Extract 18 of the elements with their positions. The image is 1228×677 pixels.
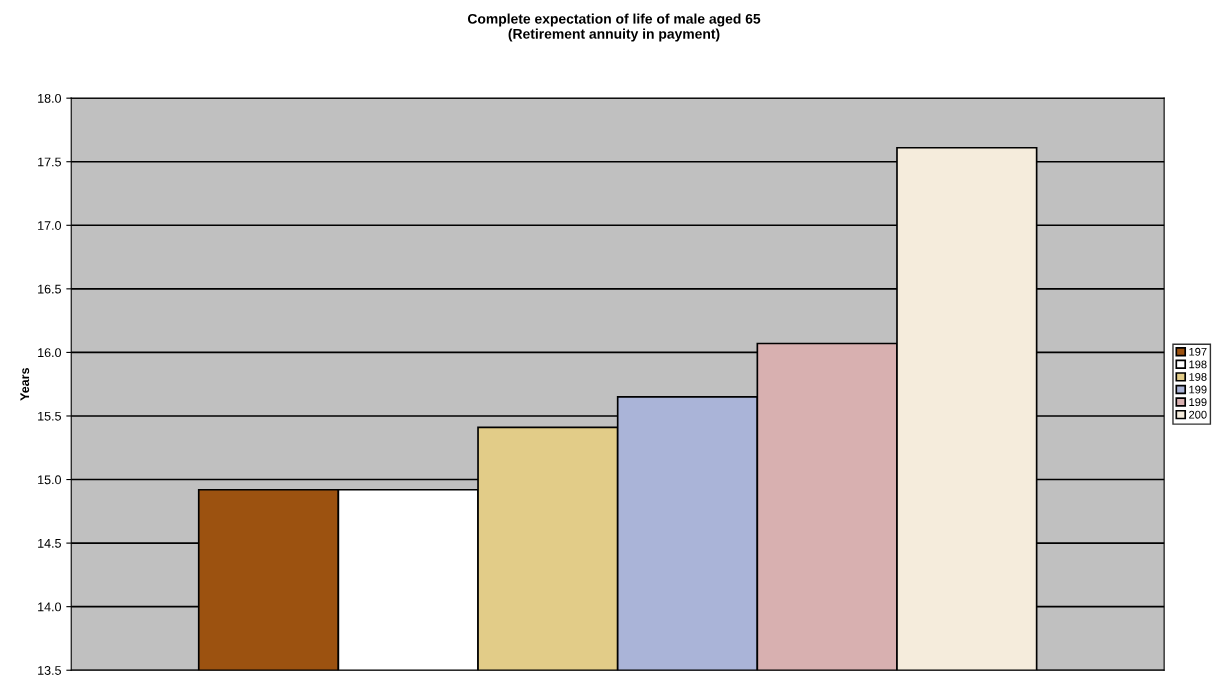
y-tick-label: 16.5 [38, 284, 61, 294]
y-tick-label: 16.0 [38, 348, 62, 358]
chart-title: Complete expectation of life of male aged 65 (Retirement annuity in payment) [467, 13, 761, 42]
legend-label: 199 [1189, 385, 1207, 394]
y-tick-label: 14.0 [38, 602, 62, 612]
y-tick-label: 17.0 [38, 221, 62, 230]
y-tick-label: 14.5 [38, 539, 61, 548]
y-tick-label: 17.5 [38, 157, 61, 167]
y-axis-title: Years [20, 368, 30, 401]
legend-label: 200 [1189, 410, 1207, 419]
legend-label: 197 [1189, 347, 1207, 356]
legend-label: 198 [1189, 360, 1207, 369]
legend-label: 198 [1189, 373, 1207, 381]
legend-label: 199 [1189, 398, 1207, 407]
y-tick-label: 18.0 [38, 93, 62, 103]
y-tick-label: 15.0 [38, 475, 62, 485]
y-tick-label: 13.5 [38, 666, 61, 675]
y-tick-label: 15.5 [38, 411, 61, 421]
